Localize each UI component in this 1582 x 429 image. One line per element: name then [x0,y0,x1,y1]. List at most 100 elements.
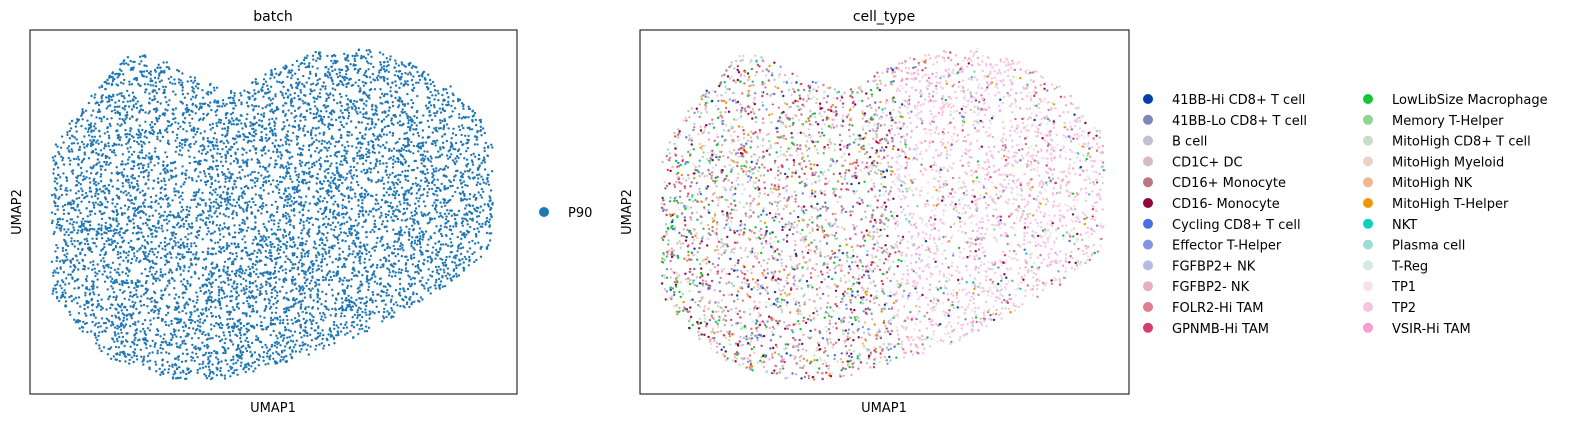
scatter-point-P90 [233,142,236,146]
scatter-point-P90 [167,324,170,327]
scatter-point-P90 [327,94,330,97]
scatter-point-P90 [388,274,391,277]
scatter-point-P90 [64,249,68,252]
scatter-point-P90 [440,205,443,208]
scatter-point-P90 [405,225,408,228]
scatter-point-P90 [126,216,130,220]
scatter-point-P90 [265,133,268,136]
scatter-point-P90 [124,190,127,193]
scatter-point-P90 [272,303,275,306]
scatter-point-P90 [219,373,223,376]
scatter-point-P90 [396,217,400,221]
scatter-point-P90 [125,318,129,321]
scatter-point-P90 [376,236,379,240]
scatter-point-P90 [461,176,464,179]
scatter-point-P90 [411,182,415,186]
scatter-point-P90 [211,363,214,366]
scatter-point-P90 [158,74,161,77]
scatter-point-P90 [435,253,438,256]
scatter-point-P90 [362,73,366,77]
scatter-point-P90 [295,287,298,290]
scatter-point-P90 [307,161,310,164]
scatter-point-P90 [461,186,464,189]
scatter-point-P90 [208,83,212,87]
scatter-point-P90 [442,127,445,131]
scatter-point-P90 [393,197,397,200]
scatter-point-P90 [98,210,102,213]
scatter-point-P90 [452,275,455,278]
scatter-point-P90 [88,292,92,295]
scatter-point-P90 [146,224,149,227]
scatter-point-P90 [345,161,349,165]
scatter-point-P90 [484,223,487,226]
scatter-point-P90 [93,212,97,215]
scatter-point-P90 [379,68,383,72]
scatter-point-P90 [226,246,229,249]
scatter-point-P90 [410,140,413,144]
scatter-point-P90 [106,288,109,291]
scatter-point-P90 [468,204,472,208]
scatter-point-P90 [125,135,128,139]
scatter-point-P90 [396,253,400,256]
scatter-point-P90 [353,242,356,245]
scatter-point-P90 [63,289,66,292]
scatter-point-P90 [180,210,183,213]
scatter-point-P90 [178,346,182,349]
scatter-point-P90 [253,326,256,330]
scatter-point-P90 [58,218,62,221]
scatter-point-P90 [233,231,237,234]
scatter-point-P90 [189,258,193,261]
scatter-point-P90 [174,107,178,110]
scatter-point-P90 [481,178,485,181]
scatter-point-P90 [314,50,317,54]
scatter-point-P90 [287,309,291,312]
scatter-point-P90 [185,169,188,172]
scatter-point-P90 [111,261,115,264]
scatter-point-P90 [335,324,338,327]
scatter-point-P90 [137,320,140,323]
scatter-point-P90 [76,302,79,305]
scatter-point-P90 [330,228,333,231]
scatter-point-P90 [305,219,308,222]
scatter-point-P90 [102,322,106,325]
scatter-point-P90 [463,170,467,173]
scatter-point-P90 [238,195,241,198]
scatter-point-P90 [395,301,398,304]
scatter-point-P90 [311,270,314,274]
scatter-point-P90 [397,178,400,181]
scatter-point-P90 [437,277,441,281]
scatter-point-P90 [159,191,162,194]
scatter-point-P90 [368,313,371,316]
scatter-point-P90 [158,212,161,215]
scatter-point-P90 [241,208,245,211]
scatter-point-P90 [183,266,186,269]
scatter-point-P90 [258,165,262,168]
scatter-point-P90 [242,324,246,328]
scatter-point-P90 [177,329,180,332]
scatter-point-P90 [323,159,327,163]
scatter-point-P90 [318,343,321,346]
scatter-point-P90 [136,285,139,289]
scatter-point-P90 [467,134,470,138]
scatter-point-P90 [241,312,245,315]
scatter-point-P90 [172,90,175,93]
scatter-point-P90 [299,119,302,123]
scatter-point-P90 [151,261,155,264]
scatter-point-P90 [178,201,182,204]
scatter-point-P90 [159,132,162,135]
scatter-point-P90 [81,248,84,251]
scatter-point-P90 [245,349,249,353]
scatter-point-P90 [177,78,181,81]
scatter-point-P90 [220,338,224,341]
scatter-point-P90 [399,242,403,245]
scatter-point-P90 [295,320,298,323]
scatter-point-P90 [174,93,177,96]
scatter-point-P90 [132,95,136,98]
scatter-point-P90 [54,287,57,290]
scatter-point-P90 [305,284,308,288]
scatter-point-P90 [146,354,150,357]
scatter-point-P90 [76,239,80,243]
scatter-point-P90 [84,127,87,130]
scatter-point-P90 [410,66,414,69]
scatter-point-P90 [332,94,335,97]
